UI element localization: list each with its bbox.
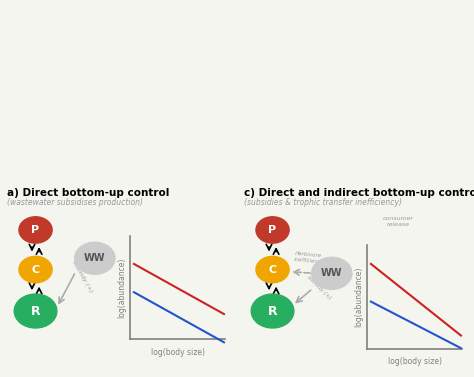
Circle shape (75, 242, 115, 274)
Text: P: P (31, 225, 40, 235)
Circle shape (19, 256, 52, 283)
Circle shape (256, 256, 289, 283)
Text: (subsidies & trophic transfer inefficiency): (subsidies & trophic transfer inefficien… (244, 198, 402, 207)
Text: WW: WW (321, 268, 343, 278)
Circle shape (14, 294, 57, 328)
Text: WW: WW (84, 253, 106, 263)
Text: log(abundance): log(abundance) (355, 267, 364, 327)
Text: log(abundance): log(abundance) (118, 257, 127, 318)
Circle shape (312, 257, 352, 290)
Text: R: R (31, 305, 40, 317)
Text: c) Direct and indirect bottom-up controls: c) Direct and indirect bottom-up control… (244, 188, 474, 198)
Text: R: R (268, 305, 277, 317)
Text: Herbivore
inefficiency: Herbivore inefficiency (294, 251, 326, 265)
Text: consumer
release: consumer release (383, 216, 414, 227)
Circle shape (251, 294, 294, 328)
Text: C: C (31, 265, 40, 274)
Text: (wastewater subsidises production): (wastewater subsidises production) (7, 198, 143, 207)
Text: subsidy (+): subsidy (+) (306, 275, 332, 301)
Text: a) Direct bottom-up control: a) Direct bottom-up control (7, 188, 170, 198)
Text: log(body size): log(body size) (151, 348, 205, 357)
Text: C: C (268, 265, 277, 274)
Text: subsidy (+): subsidy (+) (71, 259, 93, 293)
Text: log(body size): log(body size) (388, 357, 442, 366)
Circle shape (19, 217, 52, 243)
Circle shape (256, 217, 289, 243)
Text: P: P (268, 225, 277, 235)
